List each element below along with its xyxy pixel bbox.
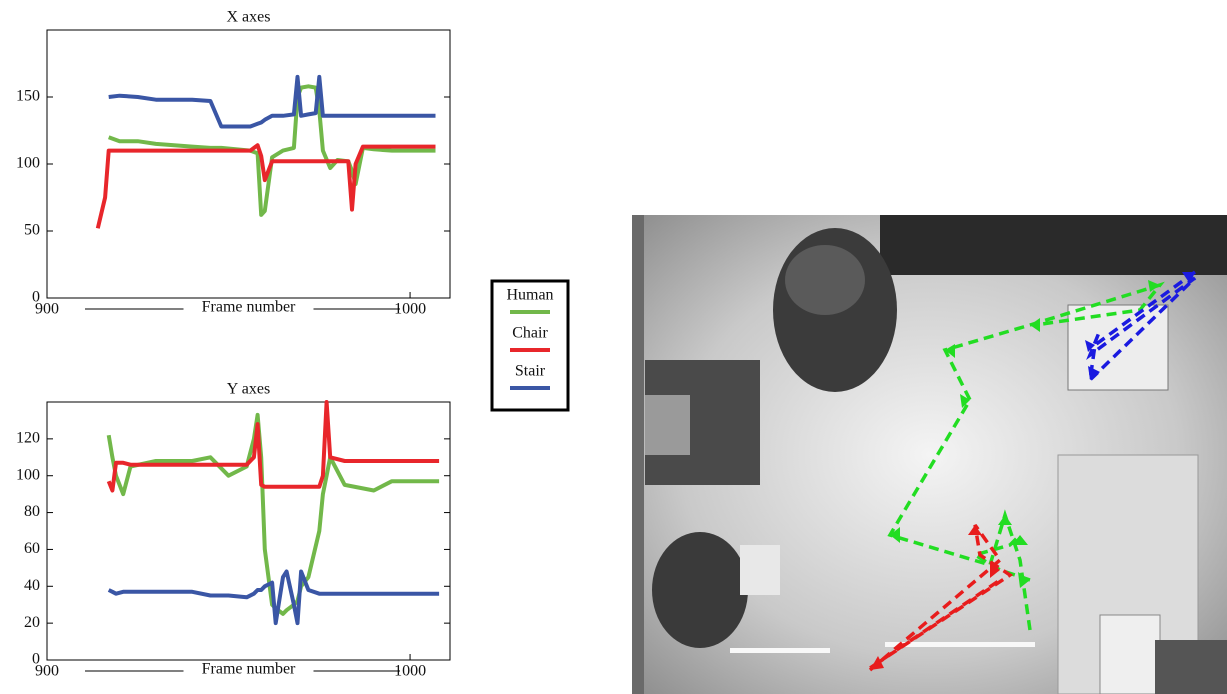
- series-line: [109, 572, 439, 624]
- series-line: [109, 402, 439, 491]
- chart-title: X axes: [227, 9, 271, 26]
- legend-label: Stair: [515, 363, 546, 380]
- y-tick-label: 40: [24, 577, 40, 594]
- y-tick-label: 20: [24, 614, 40, 631]
- y-tick-label: 100: [16, 466, 40, 483]
- y-tick-label: 100: [16, 155, 40, 172]
- x-axis-label: Frame number: [202, 661, 296, 678]
- y-tick-label: 120: [16, 430, 40, 447]
- x-axis-label: Frame number: [202, 299, 296, 316]
- x-tick-label: 900: [35, 301, 59, 318]
- y-tick-label: 80: [24, 503, 40, 520]
- chart-title: Y axes: [227, 381, 270, 398]
- plot-frame: [47, 402, 450, 660]
- legend-label: Human: [506, 287, 553, 304]
- y-tick-label: 50: [24, 222, 40, 239]
- legend-label: Chair: [512, 325, 548, 342]
- y-tick-label: 150: [16, 88, 40, 105]
- x-tick-label: 900: [35, 663, 59, 680]
- y-tick-label: 60: [24, 540, 40, 557]
- figure: Human Chair Stair: [0, 0, 1227, 694]
- series-line: [109, 77, 436, 127]
- scene-photo: [632, 215, 1227, 694]
